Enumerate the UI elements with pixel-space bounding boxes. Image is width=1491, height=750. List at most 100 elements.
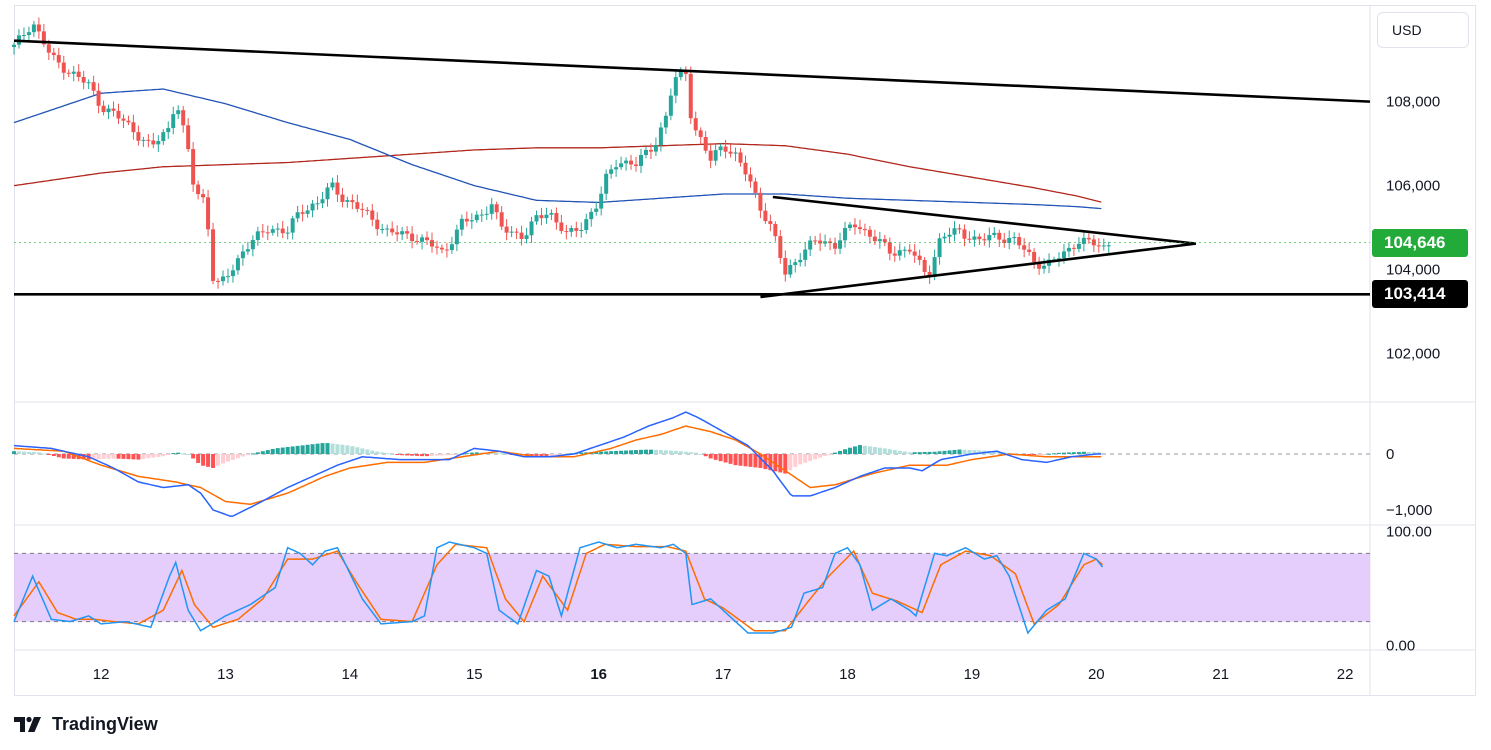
candle-up [161,132,166,142]
candle-up [275,228,280,230]
candle-up [1061,251,1066,259]
candle-up [270,229,275,233]
macd-histogram-bar [310,444,315,454]
candle-down [390,228,395,233]
macd-histogram-bar [454,453,459,455]
macd-histogram-bar [216,453,221,466]
candle-up [295,212,300,219]
candle-up [663,115,668,128]
macd-histogram-bar [872,447,877,454]
candle-down [116,110,121,119]
candle-down [728,151,733,154]
macd-histogram-bar [579,452,584,454]
candle-down [410,233,415,242]
candle-down [201,194,206,198]
macd-histogram-bar [395,453,400,455]
macd-histogram-bar [434,453,439,456]
candle-down [439,247,444,250]
candle-down [415,241,420,243]
macd-histogram-bar [41,453,46,455]
tradingview-branding[interactable]: TradingView [14,712,158,736]
macd-histogram-bar [713,453,718,460]
candle-down [1096,245,1101,247]
macd-histogram-bar [136,453,141,460]
macd-histogram-bar [748,453,753,467]
candle-down [698,130,703,138]
candle-up [902,249,907,251]
macd-histogram-bar [942,450,947,454]
candle-down [429,240,434,247]
macd-histogram-bar [678,451,683,454]
macd-histogram-bar [539,453,544,457]
macd-histogram-bar [708,453,713,459]
macd-histogram-bar [191,453,196,459]
candle-down [927,271,932,277]
macd-histogram-bar [619,450,624,454]
candle-up [678,71,683,78]
macd-histogram-bar [141,453,146,459]
date-tick-label: 17 [715,666,732,683]
macd-histogram-bar [638,449,643,454]
macd-histogram-bar [410,453,415,456]
macd-histogram-bar [937,451,942,454]
candle-down [1032,251,1037,262]
currency-button[interactable]: USD [1377,12,1469,48]
macd-histogram-bar [823,453,828,456]
macd-tick-label: −1,000 [1386,502,1432,519]
candle-down [61,62,66,73]
candle-up [330,182,335,188]
macd-histogram-bar [758,453,763,468]
macd-histogram-bar [653,449,658,454]
candle-up [459,218,464,230]
candle-down [41,31,46,45]
candle-down [265,232,270,234]
macd-histogram-bar [629,450,634,454]
candle-down [768,221,773,224]
macd-histogram-bar [360,448,365,454]
macd-histogram-bar [494,452,499,454]
stoch-tick-label: 100.00 [1386,524,1432,541]
macd-histogram-bar [335,444,340,454]
candle-up [315,203,320,205]
macd-histogram-bar [614,450,619,454]
candle-down [852,224,857,228]
candle-up [31,24,36,33]
candle-down [211,229,216,281]
macd-histogram-bar [902,451,907,454]
macd-histogram-bar [16,451,21,454]
macd-histogram-bar [862,445,867,454]
ma-fast-line [13,88,1102,210]
candle-down [425,237,430,241]
candle-up [106,108,111,113]
candle-up [220,276,225,282]
candle-up [380,229,385,231]
candle-up [235,258,240,271]
candle-up [1012,237,1017,239]
candle-down [892,253,897,256]
macd-histogram-bar [778,453,783,473]
candle-down [66,72,71,74]
macd-histogram-bar [390,453,395,455]
macd-histogram-bar [121,453,126,459]
candle-down [648,149,653,152]
candle-up [171,114,176,129]
candle-up [474,214,479,221]
macd-histogram-bar [96,453,101,460]
macd-histogram-bar [798,453,803,465]
candle-down [912,251,917,256]
macd-histogram-bar [71,453,76,459]
macd-histogram-bar [380,452,385,454]
candle-down [464,218,469,222]
macd-histogram-bar [688,452,693,454]
macd-histogram-bar [320,443,325,454]
price-tick-label: 104,000 [1386,262,1440,279]
macd-histogram-bar [31,452,36,454]
candle-up [509,231,514,233]
macd-histogram-bar [81,453,86,460]
candle-up [166,128,171,133]
macd-histogram-bar [56,453,61,458]
candle-down [743,162,748,175]
macd-histogram-bar [126,453,131,460]
candle-down [504,226,509,233]
